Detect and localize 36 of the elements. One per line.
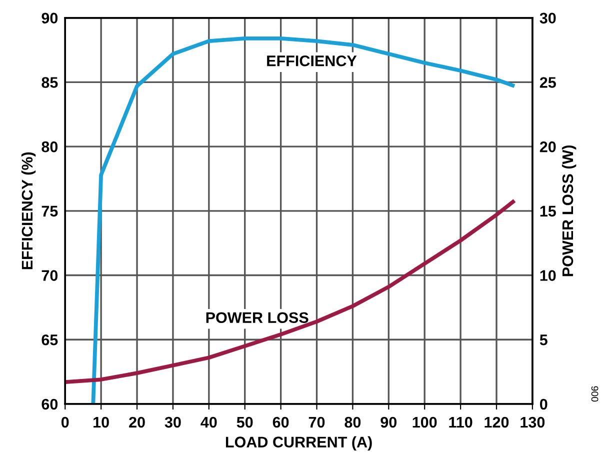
y2-tick-label: 30 bbox=[540, 12, 556, 24]
x-tick-label: 130 bbox=[520, 416, 545, 428]
y2-axis-title: POWER LOSS (W) bbox=[562, 145, 576, 276]
y2-tick-label: 20 bbox=[540, 141, 556, 152]
x-tick-label: 50 bbox=[236, 416, 253, 428]
x-axis-title: LOAD CURRENT (A) bbox=[226, 436, 372, 450]
x-tick-label: 40 bbox=[200, 416, 217, 428]
y-axis-title: EFFICIENCY (%) bbox=[21, 152, 36, 270]
x-tick-label: 30 bbox=[164, 416, 181, 428]
x-tick-label: 120 bbox=[484, 416, 509, 428]
x-tick-label: 10 bbox=[94, 416, 109, 428]
line-series bbox=[91, 36, 516, 404]
text: 900 bbox=[591, 386, 598, 402]
x-tick-label: 90 bbox=[380, 416, 397, 428]
x-tick-label: 80 bbox=[344, 416, 361, 428]
y-tick-label: 90 bbox=[42, 12, 58, 24]
y-tick-label: 80 bbox=[42, 141, 58, 152]
x-tick-label: 110 bbox=[449, 416, 472, 428]
y-tick-label: 60 bbox=[42, 398, 58, 410]
series-label: EFFICIENCY bbox=[267, 55, 357, 66]
y2-tick-label: 10 bbox=[540, 270, 556, 281]
x-tick-label: 60 bbox=[272, 416, 289, 428]
y2-tick-label: 0 bbox=[540, 398, 548, 410]
y-tick-label: 75 bbox=[42, 206, 58, 217]
line-series bbox=[65, 198, 516, 384]
x-tick-label: 0 bbox=[61, 416, 69, 428]
y2-tick-label: 5 bbox=[540, 334, 548, 346]
y-tick-label: 70 bbox=[42, 270, 58, 281]
series-label: POWER LOSS bbox=[206, 312, 308, 324]
y-tick-label: 65 bbox=[42, 334, 58, 346]
y2-tick-label: 25 bbox=[540, 77, 556, 88]
x-tick-label: 100 bbox=[412, 416, 437, 428]
y2-tick-label: 15 bbox=[540, 206, 556, 217]
y-tick-label: 85 bbox=[42, 77, 58, 88]
x-tick-label: 70 bbox=[308, 416, 325, 428]
x-tick-label: 20 bbox=[129, 416, 145, 428]
